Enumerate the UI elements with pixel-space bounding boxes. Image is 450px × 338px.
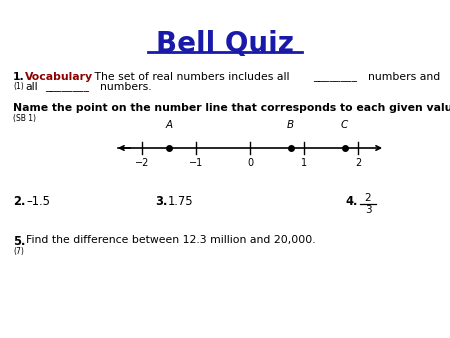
Text: 2.: 2. bbox=[13, 195, 25, 208]
Text: The set of real numbers includes all: The set of real numbers includes all bbox=[91, 72, 289, 82]
Text: –1.5: –1.5 bbox=[26, 195, 50, 208]
Text: 1.: 1. bbox=[13, 72, 25, 82]
Text: (1): (1) bbox=[13, 82, 24, 91]
Text: 3: 3 bbox=[364, 205, 371, 215]
Text: all: all bbox=[25, 82, 38, 92]
Text: Name the point on the number line that corresponds to each given value.: Name the point on the number line that c… bbox=[13, 103, 450, 113]
Text: numbers.: numbers. bbox=[100, 82, 152, 92]
Text: Vocabulary: Vocabulary bbox=[25, 72, 93, 82]
Text: 4.: 4. bbox=[345, 195, 357, 208]
Text: (SB 1): (SB 1) bbox=[13, 114, 36, 123]
Text: −1: −1 bbox=[189, 158, 203, 168]
Text: A: A bbox=[166, 120, 172, 130]
Text: −2: −2 bbox=[135, 158, 149, 168]
Text: numbers and: numbers and bbox=[368, 72, 440, 82]
Text: Find the difference between 12.3 million and 20,000.: Find the difference between 12.3 million… bbox=[26, 235, 315, 245]
Text: B: B bbox=[287, 120, 294, 130]
Text: ________: ________ bbox=[45, 82, 89, 92]
Text: 1.75: 1.75 bbox=[168, 195, 194, 208]
Text: C: C bbox=[341, 120, 348, 130]
Text: 0: 0 bbox=[247, 158, 253, 168]
Text: (7): (7) bbox=[13, 247, 24, 256]
Text: 5.: 5. bbox=[13, 235, 25, 248]
Text: Bell Quiz: Bell Quiz bbox=[156, 30, 294, 58]
Text: ________: ________ bbox=[313, 72, 357, 82]
Text: 2: 2 bbox=[364, 193, 371, 203]
Text: 3.: 3. bbox=[155, 195, 167, 208]
Text: 1: 1 bbox=[301, 158, 307, 168]
Text: 2: 2 bbox=[355, 158, 361, 168]
